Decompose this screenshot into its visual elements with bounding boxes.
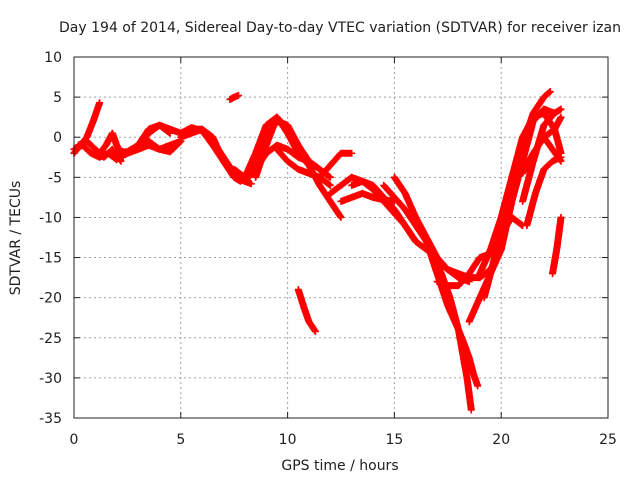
series-arc-33 — [549, 213, 565, 278]
y-axis-ticks: -35 -30 -25 -20 -15 -10 -5 0 5 10 — [39, 50, 608, 427]
series-arc-31 — [523, 153, 565, 229]
y-tick-label: -10 — [39, 210, 62, 226]
y-tick-label: -30 — [39, 371, 62, 387]
point-markers — [294, 286, 319, 335]
y-axis-label: SDTVAR / TECUs — [8, 181, 24, 296]
x-tick-label: 20 — [492, 432, 510, 448]
series-arc-14 — [252, 113, 345, 221]
point-markers — [549, 213, 565, 278]
series-arc-17 — [316, 149, 356, 181]
point-markers — [252, 113, 345, 221]
series-arc-7 — [123, 121, 174, 157]
y-tick-label: 0 — [53, 130, 62, 146]
point-markers — [480, 88, 554, 302]
series-arc-20 — [348, 177, 420, 245]
point-markers — [519, 105, 565, 205]
y-tick-label: -20 — [39, 291, 62, 307]
x-tick-label: 25 — [599, 432, 617, 448]
y-tick-label: -25 — [39, 331, 62, 347]
point-markers — [226, 92, 242, 103]
x-tick-label: 5 — [176, 432, 185, 448]
series-arc-11 — [226, 92, 242, 103]
chart-title: Day 194 of 2014, Sidereal Day-to-day VTE… — [59, 20, 621, 36]
y-tick-label: 5 — [53, 90, 62, 106]
y-tick-label: -15 — [39, 251, 62, 267]
y-tick-label: 10 — [44, 50, 62, 66]
series-arc-8 — [134, 137, 185, 156]
point-markers — [123, 121, 174, 157]
series-arc-16 — [294, 286, 319, 335]
x-tick-label: 15 — [385, 432, 403, 448]
plot-frame — [73, 56, 609, 419]
y-tick-label: -35 — [39, 411, 62, 427]
point-markers — [348, 177, 420, 245]
x-axis-ticks: 0 5 10 15 20 25 — [70, 57, 617, 448]
point-markers — [316, 149, 356, 181]
series-arc-28 — [480, 88, 554, 302]
x-axis-label: GPS time / hours — [281, 458, 398, 474]
y-tick-label: -5 — [48, 170, 62, 186]
point-markers — [523, 153, 565, 229]
grid-lines — [74, 57, 608, 418]
series-arc-32 — [540, 133, 565, 165]
series-arc-24 — [429, 254, 475, 414]
x-tick-label: 0 — [70, 432, 79, 448]
x-tick-label: 10 — [279, 432, 297, 448]
point-markers — [429, 254, 475, 414]
series-arc-30 — [519, 105, 565, 205]
point-markers — [134, 137, 185, 156]
point-markers — [540, 133, 565, 165]
